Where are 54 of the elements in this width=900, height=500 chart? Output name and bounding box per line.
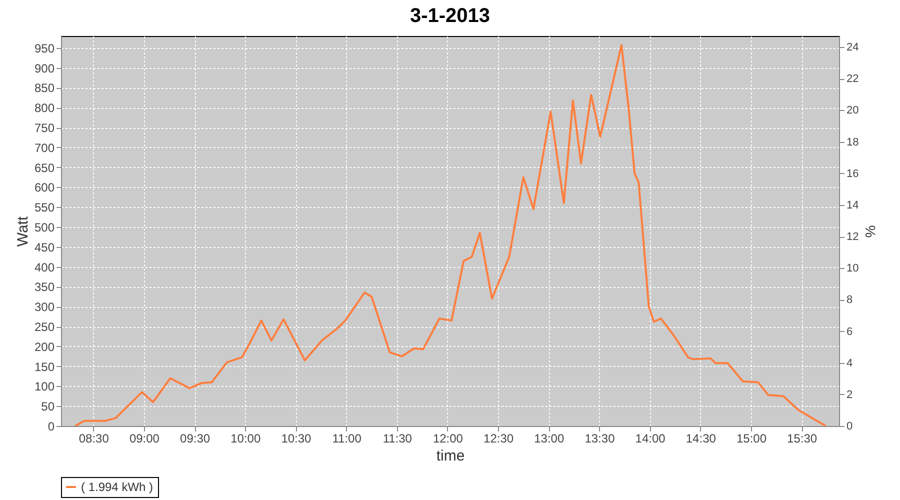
x-tick-label: 11:30: [382, 432, 412, 446]
x-tick-label: 09:00: [129, 432, 160, 446]
y-tick-label: 100: [34, 380, 55, 394]
y-tick-label: 200: [34, 340, 55, 354]
y2-tick-label: 12: [846, 231, 859, 244]
chart-title: 3-1-2013: [410, 5, 490, 27]
y-tick-label: 150: [34, 360, 55, 374]
y2-tick-label: 22: [846, 73, 859, 86]
y-tick-label: 300: [34, 300, 55, 314]
y2-tick-label: 6: [846, 326, 853, 338]
x-tick-label: 10:00: [230, 432, 261, 446]
y2-tick-label: 4: [846, 357, 853, 370]
y-tick-label: 700: [34, 140, 55, 155]
y-tick-label: 550: [34, 200, 55, 215]
y2-axis-title: %: [862, 225, 879, 238]
y-tick-label: 850: [34, 81, 55, 96]
y-tick-label: 650: [34, 160, 55, 175]
x-tick-label: 15:30: [787, 432, 818, 446]
y2-tick-label: 8: [846, 294, 853, 306]
x-tick-label: 12:30: [484, 432, 514, 446]
y-tick-label: 750: [34, 121, 55, 136]
legend-label: ( 1.994 kWh ): [81, 480, 154, 494]
x-axis-title: time: [436, 448, 465, 464]
x-tick-label: 14:30: [686, 432, 716, 446]
x-tick-label: 08:30: [78, 432, 110, 446]
y2-tick-label: 16: [846, 168, 859, 180]
x-tick-label: 13:30: [584, 432, 616, 446]
x-tick-label: 12:00: [432, 432, 464, 446]
y-tick-label: 950: [34, 41, 55, 56]
y2-tick-label: 10: [846, 262, 859, 275]
y2-tick-label: 14: [846, 199, 859, 212]
y2-tick-label: 20: [846, 104, 859, 117]
x-tick-label: 13:00: [534, 432, 564, 446]
y-tick-label: 800: [34, 101, 55, 116]
y-tick-label: 450: [34, 240, 55, 254]
x-tick-label: 09:30: [180, 432, 210, 446]
x-tick-label: 10:30: [281, 432, 312, 446]
y2-tick-label: 0: [846, 420, 853, 432]
y2-tick-label: 24: [846, 42, 859, 54]
y-tick-label: 600: [34, 180, 55, 195]
y-tick-label: 0: [48, 420, 55, 434]
y-tick-label: 250: [34, 320, 55, 334]
y-tick-label: 900: [34, 61, 55, 76]
x-tick-label: 15:00: [736, 432, 767, 446]
y-axis-title: Watt: [14, 216, 32, 247]
y-tick-label: 350: [34, 280, 55, 294]
x-tick-label: 14:00: [635, 432, 666, 446]
x-tick-label: 11:00: [332, 432, 362, 446]
line-series: [74, 44, 827, 426]
y-tick-label: 50: [41, 400, 55, 414]
y-tick-label: 400: [34, 260, 55, 274]
y2-tick-label: 2: [846, 388, 853, 401]
y2-tick-label: 18: [846, 136, 859, 148]
y-tick-label: 500: [34, 220, 55, 235]
